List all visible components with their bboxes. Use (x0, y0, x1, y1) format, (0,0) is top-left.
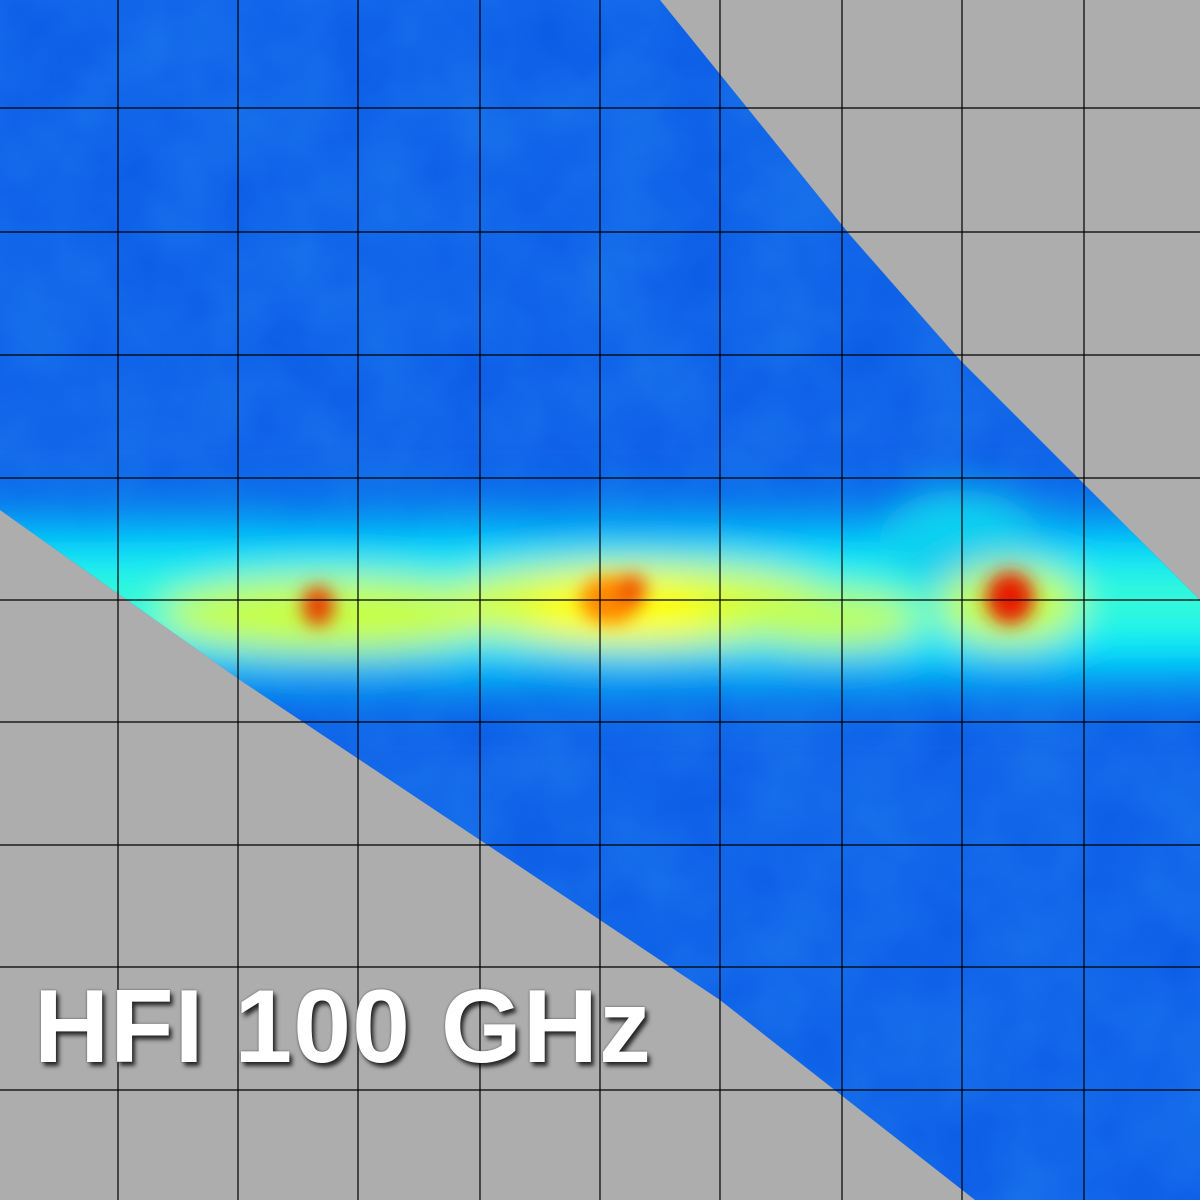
frequency-label: HFI 100 GHz (34, 969, 652, 1085)
hotspots (302, 572, 1034, 626)
